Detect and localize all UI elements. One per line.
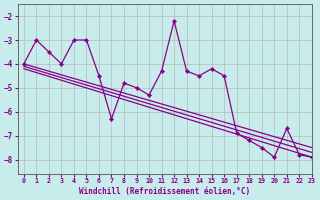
X-axis label: Windchill (Refroidissement éolien,°C): Windchill (Refroidissement éolien,°C)	[79, 187, 250, 196]
